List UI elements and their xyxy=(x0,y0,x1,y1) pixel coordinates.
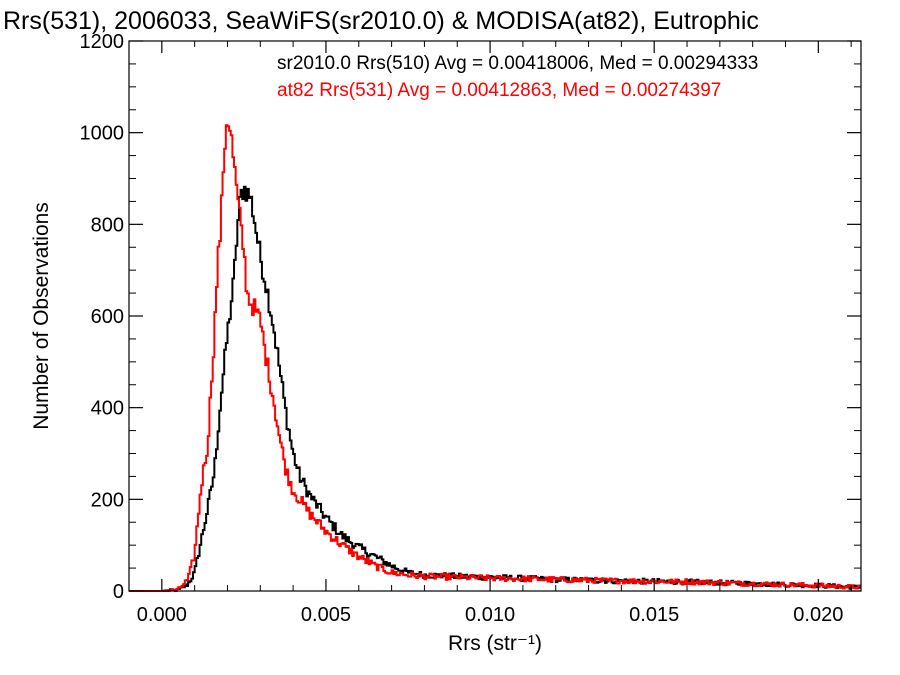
series-line-at82 xyxy=(129,124,861,592)
x-tick-label: 0.015 xyxy=(629,604,679,626)
y-tick-label: 200 xyxy=(91,489,124,511)
y-tick-label: 1000 xyxy=(80,123,125,145)
plot-frame xyxy=(128,40,862,592)
y-tick-label: 0 xyxy=(113,581,124,603)
y-tick-label: 400 xyxy=(91,398,124,420)
x-tick-label: 0.010 xyxy=(465,604,515,626)
x-tick-label: 0.005 xyxy=(301,604,351,626)
x-tick-label: 0.020 xyxy=(793,604,843,626)
legend-entry-at82: at82 Rrs(531) Avg = 0.00412863, Med = 0.… xyxy=(277,80,721,101)
y-tick-label: 1200 xyxy=(80,31,125,53)
y-tick-label: 800 xyxy=(91,214,124,236)
y-axis-label: Number of Observations xyxy=(30,202,53,430)
y-axis: 0 200 400 600 800 1000 1200 xyxy=(80,31,861,603)
chart-title: Rrs(531), 2006033, SeaWiFS(sr2010.0) & M… xyxy=(3,7,759,35)
series-line-sr2010 xyxy=(129,185,861,592)
x-tick-label: 0.000 xyxy=(137,604,187,626)
y-tick-label: 600 xyxy=(91,306,124,328)
legend-entry-sr2010: sr2010.0 Rrs(510) Avg = 0.00418006, Med … xyxy=(277,53,758,74)
x-axis: 0.000 0.005 0.010 0.015 0.020 xyxy=(128,41,852,626)
x-axis-label: Rrs (str⁻¹) xyxy=(448,632,542,655)
